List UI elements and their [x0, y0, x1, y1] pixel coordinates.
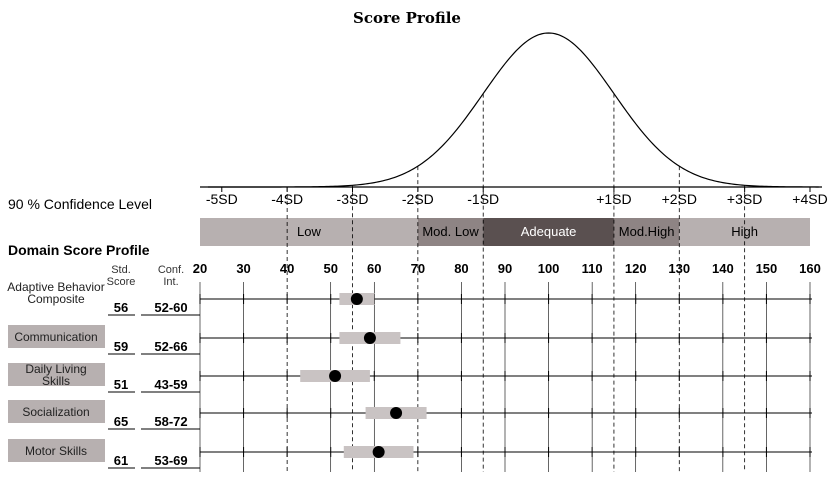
- band-adequate: [483, 218, 614, 246]
- conf-int-heading: Int.: [163, 276, 178, 288]
- score-point: [390, 407, 403, 419]
- domain-label-box: [8, 439, 105, 462]
- std-score-value: 59: [114, 339, 128, 354]
- x-tick-label: 40: [280, 261, 294, 276]
- sd-label: +4SD: [792, 191, 827, 207]
- std-score-value: 51: [114, 377, 128, 392]
- conf-int-value: 58-72: [154, 414, 187, 429]
- conf-int-value: 43-59: [154, 377, 187, 392]
- score-point: [329, 370, 342, 382]
- sd-label: -4SD: [271, 191, 303, 207]
- chart-title: Score Profile: [353, 9, 461, 27]
- band-label: Mod. Low: [422, 224, 479, 239]
- band-mod-high: [613, 218, 680, 246]
- sd-label: -5SD: [206, 191, 238, 207]
- std-score-heading: Score: [107, 276, 136, 288]
- normal-curve: [200, 32, 819, 188]
- x-tick-label: 100: [538, 261, 560, 276]
- domain-row: Communication 59 52-66: [8, 325, 812, 355]
- domain-label-box: [8, 325, 105, 348]
- domain-label: Socialization: [22, 405, 89, 419]
- sd-label: -3SD: [337, 191, 369, 207]
- domain-label: Composite: [27, 292, 85, 306]
- std-score-heading: Std.: [111, 264, 131, 276]
- domain-label-box: [8, 400, 105, 423]
- conf-int-value: 52-60: [154, 300, 187, 315]
- sd-label: +2SD: [662, 191, 697, 207]
- x-tick-label: 70: [411, 261, 425, 276]
- x-tick-label: 160: [799, 261, 821, 276]
- x-tick-label: 80: [454, 261, 468, 276]
- std-score-value: 61: [114, 453, 128, 468]
- conf-int-value: 52-66: [154, 339, 187, 354]
- domain-label: Motor Skills: [25, 444, 87, 458]
- sd-label: +3SD: [727, 191, 762, 207]
- band-label: Adequate: [521, 224, 577, 239]
- std-score-value: 65: [114, 414, 128, 429]
- domain-label: Skills: [42, 374, 70, 388]
- score-point: [372, 446, 385, 458]
- x-tick-label: 130: [668, 261, 690, 276]
- domain-label: Daily Living: [25, 362, 86, 376]
- domain-label: Adaptive Behavior: [7, 280, 104, 294]
- x-tick-label: 150: [756, 261, 778, 276]
- domain-label-box: [8, 363, 105, 386]
- confidence-level-label: 90 % Confidence Level: [8, 196, 152, 212]
- sd-label: -2SD: [402, 191, 434, 207]
- conf-int-value: 53-69: [154, 453, 187, 468]
- band-label: Low: [297, 224, 321, 239]
- band-mod-low: [417, 218, 484, 246]
- x-tick-label: 60: [367, 261, 381, 276]
- domain-row: Socialization 65 58-72: [8, 400, 812, 430]
- score-point: [350, 293, 363, 305]
- x-tick-label: 110: [582, 261, 603, 276]
- conf-int-heading: Conf.: [158, 264, 184, 276]
- band-low: [200, 218, 418, 246]
- normal-curve-layer: -5SD -4SD -3SD -2SD -1SD +1SD +2SD +3SD +4SD: [200, 32, 828, 207]
- x-tick-label: 120: [625, 261, 647, 276]
- grid-layer: 20 30 40 50 60 70 80 90 100 110 120 130 140 150 160: [193, 93, 821, 472]
- band-label: High: [731, 224, 758, 239]
- std-score-value: 56: [114, 300, 128, 315]
- domain-score-profile-label: Domain Score Profile: [8, 242, 150, 258]
- domain-label: Communication: [14, 330, 97, 344]
- x-tick-label: 140: [712, 261, 734, 276]
- band-label: Mod.High: [619, 224, 675, 239]
- domain-row: Motor Skills 61 53-69: [8, 439, 812, 469]
- x-tick-label: 30: [236, 261, 250, 276]
- score-point: [363, 332, 376, 344]
- x-tick-label: 90: [498, 261, 512, 276]
- classification-bands: Low Mod. Low Adequate Mod.High High: [200, 218, 810, 246]
- x-tick-label: 50: [323, 261, 337, 276]
- x-tick-label: 20: [193, 261, 207, 276]
